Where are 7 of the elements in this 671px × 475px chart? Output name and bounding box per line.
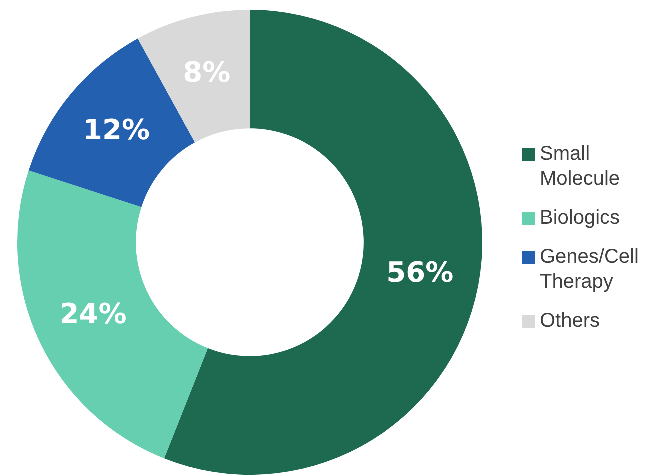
data-label: 56%: [386, 256, 454, 290]
legend-label: Biologics: [540, 206, 622, 230]
legend-label: Small Molecule: [540, 142, 622, 192]
legend-label: Genes/Cell Therapy: [540, 244, 640, 294]
legend-label: Others: [540, 308, 602, 334]
data-label: 24%: [60, 298, 127, 331]
data-label: 12%: [83, 113, 150, 146]
